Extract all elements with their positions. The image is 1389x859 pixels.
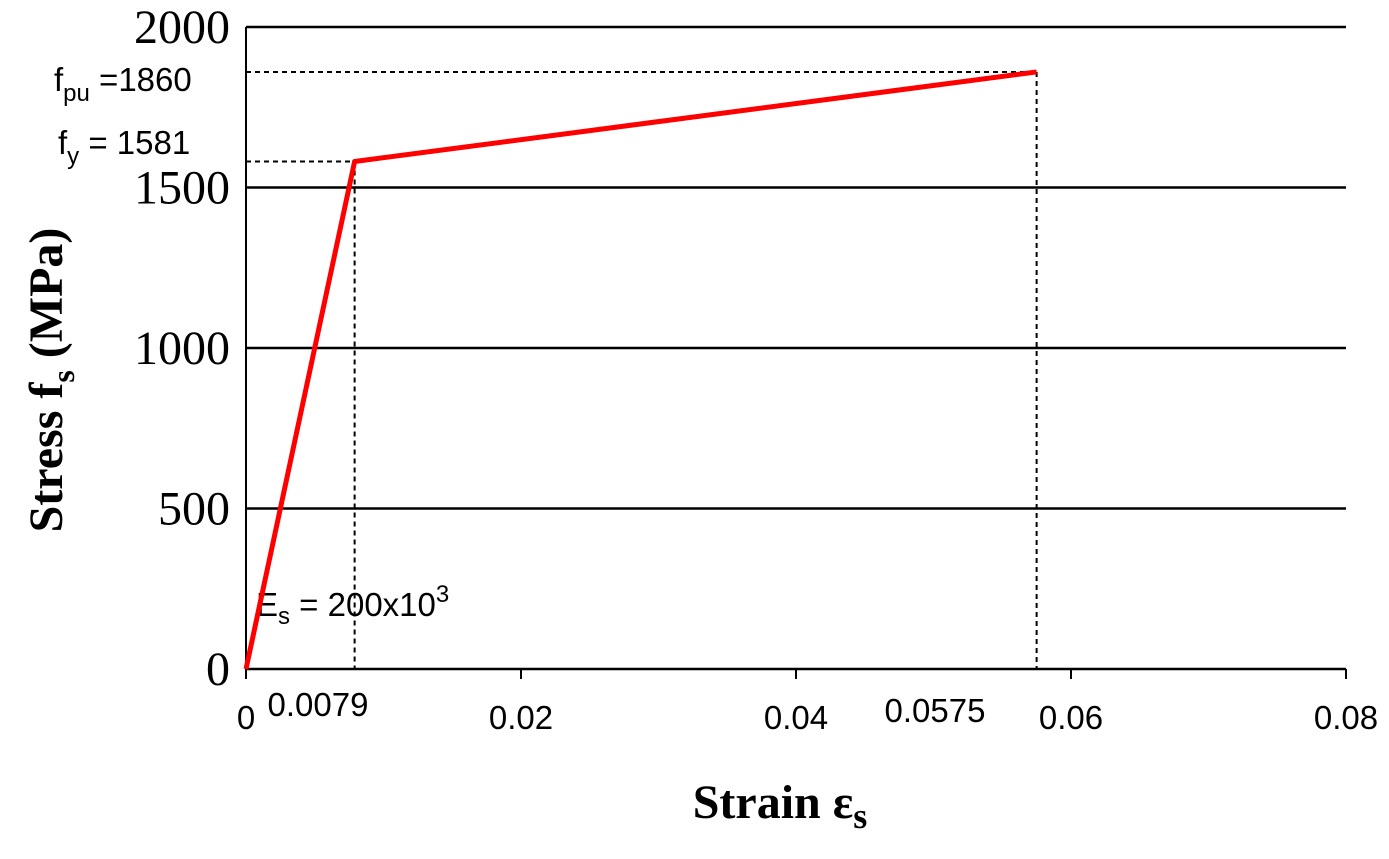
- annotation-main: f: [58, 124, 68, 161]
- x-tick-label: 0.06: [1039, 699, 1103, 736]
- y-tick-label: 1000: [134, 322, 230, 375]
- annotation-main: f: [54, 61, 64, 98]
- y-label-unit: (MPa): [20, 228, 73, 371]
- x-tick-label: 0.04: [764, 699, 828, 736]
- annotation-sub: s: [278, 603, 290, 630]
- y-tick-label: 500: [158, 483, 230, 536]
- y-tick-label: 2000: [134, 1, 230, 54]
- annotation-es: Es = 200x103: [256, 581, 449, 630]
- x-tick-label: 0: [237, 699, 255, 736]
- annotation-fpu: fpu =1860: [54, 61, 192, 107]
- x-tick-label: 0.02: [489, 699, 553, 736]
- y-tick-label: 0: [206, 643, 230, 696]
- y-label-main: Stress f: [20, 382, 73, 533]
- annotation-sub: pu: [63, 80, 90, 107]
- y-label-sub: s: [45, 370, 81, 382]
- annotation-sup: 3: [436, 581, 449, 608]
- data-line: [243, 69, 1037, 670]
- annotation-tail: = 200x10: [290, 586, 436, 623]
- x-axis-label: Strain εs: [693, 776, 868, 836]
- y-tick-label: 1500: [134, 162, 230, 215]
- annotation-tail: = 1581: [79, 124, 190, 161]
- x-label-sub: s: [853, 796, 867, 836]
- y-axis-label: Stress fs (MPa): [20, 228, 81, 533]
- x-tick-label: 0.08: [1314, 699, 1378, 736]
- annotation-strain-ultimate: 0.0575: [885, 692, 986, 729]
- annotation-strain-yield: 0.0079: [268, 686, 369, 723]
- x-label-main: Strain ε: [693, 776, 854, 829]
- annotation-sub: y: [67, 143, 79, 170]
- annotation-tail: =1860: [90, 61, 192, 98]
- annotation-fy: fy = 1581: [58, 124, 190, 170]
